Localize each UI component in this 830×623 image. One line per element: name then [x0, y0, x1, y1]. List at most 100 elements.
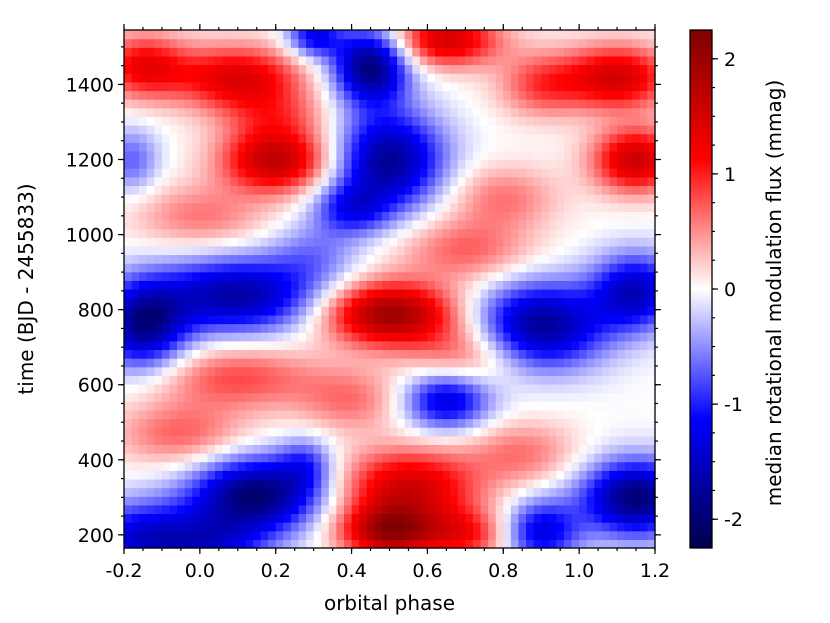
heatmap-cell — [472, 202, 482, 212]
heatmap-cell — [366, 504, 375, 515]
heatmap-cell — [177, 323, 186, 333]
heatmap-cell — [275, 107, 284, 117]
heatmap-cell — [306, 38, 315, 48]
heatmap-cell — [222, 47, 231, 57]
heatmap-cell — [594, 271, 603, 281]
heatmap-cell — [533, 73, 542, 83]
heatmap-cell — [336, 150, 345, 161]
heatmap-cell — [563, 271, 573, 281]
heatmap-cell — [533, 211, 542, 221]
heatmap-cell — [124, 530, 133, 540]
heatmap-cell — [427, 401, 436, 411]
heatmap-cell — [632, 202, 641, 212]
heatmap-cell — [381, 211, 391, 221]
heatmap-cell — [518, 530, 527, 540]
heatmap-cell — [154, 168, 163, 178]
heatmap-cell — [192, 504, 201, 515]
heatmap-cell — [260, 392, 269, 402]
heatmap-cell — [328, 64, 337, 74]
heatmap-cell — [609, 383, 618, 394]
heatmap-cell — [465, 194, 474, 204]
heatmap-cell — [275, 73, 284, 83]
heatmap-cell — [488, 47, 497, 57]
heatmap-cell — [526, 150, 535, 161]
heatmap-cell — [124, 323, 133, 333]
heatmap-cell — [518, 124, 527, 135]
heatmap-cell — [215, 340, 224, 351]
heatmap-cell — [586, 73, 595, 83]
heatmap-cell — [579, 124, 588, 135]
heatmap-cell — [548, 392, 557, 402]
heatmap-cell — [177, 194, 186, 204]
heatmap-cell — [412, 254, 421, 264]
heatmap-cell — [457, 38, 466, 48]
heatmap-cell — [397, 228, 406, 238]
heatmap-cell — [268, 159, 277, 169]
heatmap-cell — [381, 245, 391, 256]
heatmap-cell — [215, 185, 224, 195]
heatmap-cell — [503, 539, 512, 549]
heatmap-cell — [397, 176, 406, 186]
heatmap-cell — [283, 530, 292, 540]
heatmap-cell — [601, 453, 611, 463]
heatmap-cell — [374, 47, 383, 57]
heatmap-cell — [283, 150, 292, 161]
heatmap-cell — [548, 383, 557, 394]
heatmap-cell — [199, 461, 209, 471]
heatmap-cell — [343, 124, 353, 135]
heatmap-cell — [124, 539, 133, 549]
heatmap-cell — [199, 185, 209, 195]
heatmap-cell — [321, 159, 330, 169]
heatmap-cell — [495, 254, 504, 264]
heatmap-cell — [222, 418, 231, 428]
heatmap-cell — [374, 513, 383, 523]
heatmap-cell — [639, 55, 649, 66]
heatmap-cell — [161, 478, 171, 489]
heatmap-cell — [169, 323, 178, 333]
heatmap-cell — [146, 64, 155, 74]
heatmap-cell — [419, 435, 429, 445]
heatmap-cell — [541, 142, 550, 152]
heatmap-cell — [533, 116, 542, 126]
heatmap-cell — [260, 297, 269, 307]
heatmap-cell — [184, 99, 193, 109]
heatmap-cell — [359, 478, 368, 489]
heatmap-cell — [343, 150, 353, 161]
heatmap-cell — [404, 349, 413, 359]
heatmap-cell — [510, 487, 520, 497]
heatmap-cell — [412, 142, 421, 152]
heatmap-cell — [518, 271, 527, 281]
heatmap-cell — [601, 461, 611, 471]
heatmap-cell — [571, 228, 580, 238]
heatmap-cell — [503, 453, 512, 463]
heatmap-cell — [518, 90, 527, 100]
heatmap-cell — [298, 280, 307, 290]
heatmap-cell — [230, 99, 239, 109]
heatmap-cell — [609, 254, 618, 264]
heatmap-cell — [594, 366, 603, 376]
heatmap-cell — [336, 133, 345, 143]
heatmap-cell — [617, 211, 626, 221]
heatmap-cell — [230, 453, 239, 463]
heatmap-cell — [601, 133, 611, 143]
heatmap-cell — [571, 530, 580, 540]
heatmap-cell — [177, 150, 186, 161]
heatmap-cell — [161, 522, 171, 532]
heatmap-cell — [457, 245, 466, 256]
heatmap-cell — [321, 64, 330, 74]
heatmap-cell — [533, 228, 542, 238]
heatmap-cell — [343, 73, 353, 83]
heatmap-cell — [465, 314, 474, 325]
heatmap-cell — [260, 280, 269, 290]
heatmap-cell — [427, 254, 436, 264]
heatmap-cell — [488, 340, 497, 351]
heatmap-cell — [609, 297, 618, 307]
heatmap-cell — [404, 133, 413, 143]
heatmap-cell — [419, 314, 429, 325]
heatmap-cell — [351, 142, 360, 152]
heatmap-cell — [351, 176, 360, 186]
heatmap-cell — [639, 478, 649, 489]
heatmap-cell — [306, 435, 315, 445]
heatmap-cell — [215, 435, 224, 445]
heatmap-cell — [336, 55, 345, 66]
